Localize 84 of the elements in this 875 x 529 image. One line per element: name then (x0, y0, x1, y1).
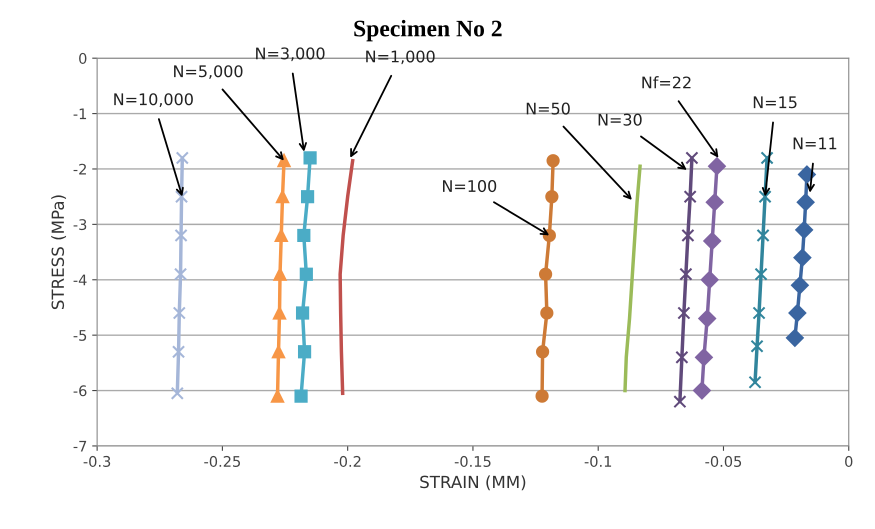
y-tick-label: -6 (74, 385, 86, 396)
annotation: N=100 (443, 180, 496, 192)
point (276, 190, 290, 204)
y-tick-label: -2 (74, 164, 86, 175)
point (172, 345, 186, 358)
point (294, 389, 308, 403)
point (796, 193, 815, 212)
point (786, 329, 804, 347)
point (752, 306, 766, 320)
point (174, 228, 188, 242)
point (706, 193, 724, 212)
annotation: N=3,000 (256, 47, 325, 62)
point (170, 386, 184, 400)
point (273, 268, 287, 281)
annotation: N=50 (526, 102, 570, 115)
point (300, 190, 314, 204)
x-tick-label: -0.15 (454, 456, 491, 467)
x-axis-title: STRAIN (MM) (420, 475, 526, 490)
annotation: N=15 (754, 96, 796, 108)
point (536, 345, 550, 358)
point (790, 276, 809, 294)
point (176, 151, 189, 164)
point (685, 151, 699, 164)
point (698, 310, 716, 328)
point (675, 350, 688, 364)
point (545, 190, 558, 204)
line-series (338, 158, 354, 396)
point (300, 268, 313, 281)
point (272, 306, 286, 320)
point (798, 166, 816, 184)
y-tick-label: -4 (74, 274, 87, 286)
point (673, 395, 686, 408)
y-tick-label: -5 (74, 330, 86, 341)
point (748, 376, 762, 389)
annotation: N=5,000 (174, 65, 242, 79)
y-tick-label: -7 (74, 440, 86, 452)
point (700, 270, 719, 289)
x-tick-label: -0.25 (204, 456, 240, 467)
point (708, 157, 726, 176)
chart-title: Specimen No 2 (354, 20, 502, 42)
point (750, 340, 764, 353)
point (174, 190, 188, 204)
point (297, 228, 310, 242)
x-tick-label: -0.2 (334, 456, 360, 467)
point (795, 221, 814, 239)
point (681, 228, 695, 242)
point (684, 190, 697, 204)
point (274, 228, 288, 242)
point (760, 151, 774, 164)
annotation: N=10,000 (114, 93, 193, 107)
line-series (623, 164, 642, 392)
point (703, 232, 722, 250)
point (535, 389, 549, 403)
point (296, 306, 310, 320)
point (538, 268, 552, 281)
x-tick-label: -0.05 (705, 456, 742, 467)
point (298, 345, 312, 358)
point (677, 306, 690, 320)
x-tick-label: 0 (845, 456, 852, 467)
point (758, 190, 772, 204)
point (172, 306, 186, 320)
point (174, 268, 188, 281)
y-tick-label: -1 (74, 108, 86, 120)
point (756, 228, 770, 242)
point (303, 151, 317, 164)
y-tick-label: -3 (74, 219, 86, 230)
point (540, 306, 554, 320)
point (693, 382, 711, 400)
point (754, 268, 768, 281)
point (679, 268, 692, 281)
y-axis-title: STRESS (MPa) (51, 195, 66, 310)
point (788, 304, 806, 322)
y-tick-label: 0 (79, 52, 86, 64)
point (695, 348, 713, 366)
point (546, 154, 560, 168)
annotation: N=1,000 (366, 50, 435, 64)
point (272, 345, 286, 358)
point (277, 154, 291, 168)
point (794, 248, 812, 267)
annotation: Nf=22 (642, 76, 691, 88)
x-tick-label: -0.3 (84, 456, 110, 467)
annotation: N=11 (794, 138, 836, 150)
annotation: N=30 (598, 114, 642, 126)
x-tick-label: -0.1 (584, 456, 612, 467)
